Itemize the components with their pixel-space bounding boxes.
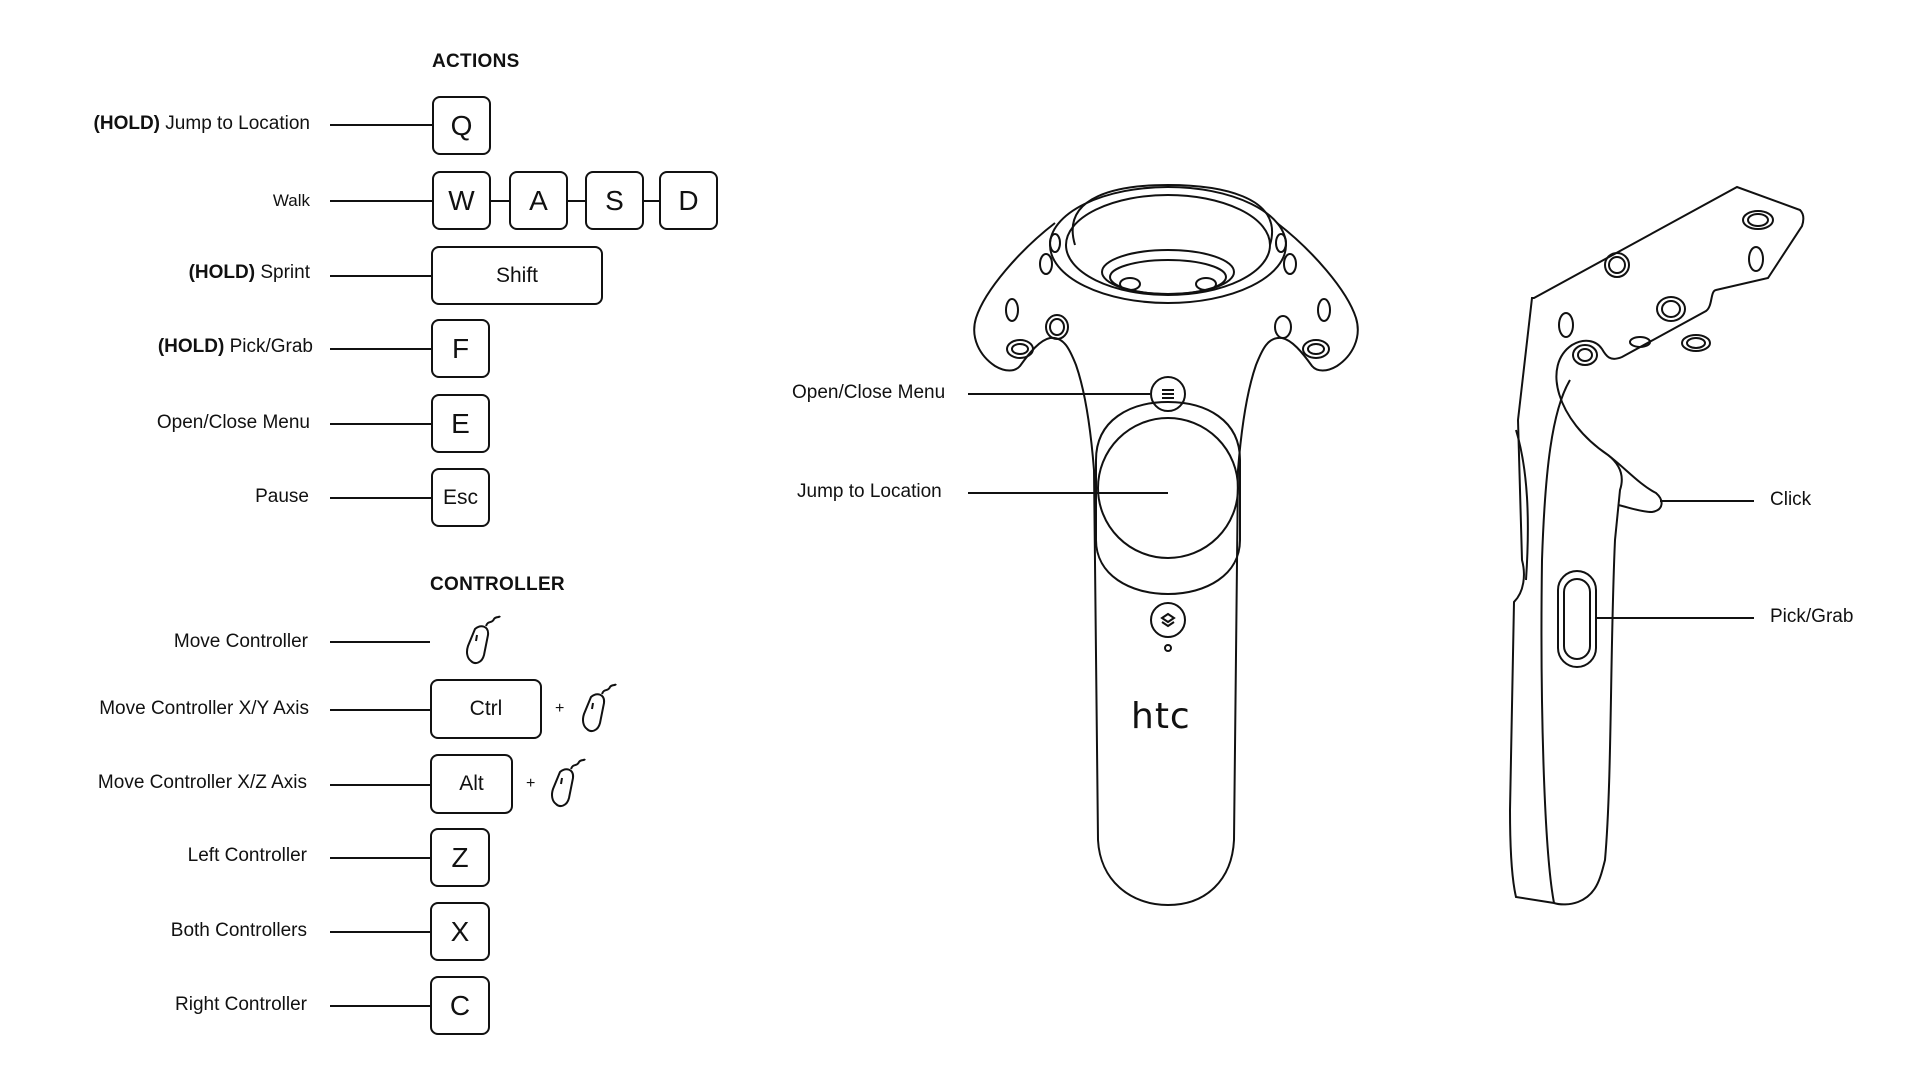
left-controller-label: Left Controller — [187, 845, 307, 866]
hold-prefix: (HOLD) — [188, 262, 256, 283]
key-c: C — [430, 976, 490, 1035]
move-controller-label: Move Controller — [173, 631, 308, 652]
connector-line — [330, 497, 431, 499]
key-esc: Esc — [431, 468, 490, 527]
jump-label: (HOLD) Jump to Location — [94, 113, 310, 135]
connector-line — [330, 857, 430, 859]
key-d: D — [659, 171, 718, 230]
front-trackpad-label: Jump to Location — [797, 481, 942, 502]
key-e: E — [431, 394, 490, 453]
both-controllers-label: Both Controllers — [170, 920, 307, 941]
connector-line — [330, 348, 431, 350]
menu-callout-line — [968, 393, 1150, 395]
grab-label-text: Pick/Grab — [229, 336, 313, 357]
menu-label: Open/Close Menu — [156, 412, 310, 433]
connector-line — [330, 124, 432, 126]
grip-callout-line — [1596, 617, 1754, 619]
plus-sign: + — [526, 775, 536, 792]
sprint-label: (HOLD) Sprint — [189, 262, 310, 284]
grab-label: (HOLD) Pick/Grab — [158, 336, 313, 358]
key-z: Z — [430, 828, 490, 887]
key-s: S — [585, 171, 644, 230]
sprint-label-text: Sprint — [260, 262, 310, 283]
key-f: F — [431, 319, 490, 378]
plus-sign: + — [555, 700, 565, 717]
connector-line — [330, 931, 430, 933]
connector-line — [568, 200, 585, 202]
controller-heading: CONTROLLER — [430, 574, 565, 595]
xy-axis-label: Move Controller X/Y Axis — [99, 698, 309, 719]
mouse-icon — [582, 683, 617, 732]
key-a: A — [509, 171, 568, 230]
connector-line — [330, 709, 430, 711]
connector-line — [330, 1005, 430, 1007]
jump-label-text: Jump to Location — [165, 113, 310, 134]
front-menu-label: Open/Close Menu — [792, 382, 946, 403]
hold-prefix: (HOLD) — [93, 113, 161, 134]
connector-line — [330, 275, 431, 277]
side-grab-label: Pick/Grab — [1770, 606, 1854, 627]
key-w: W — [432, 171, 491, 230]
connector-line — [644, 200, 659, 202]
connector-line — [491, 200, 509, 202]
hold-prefix: (HOLD) — [157, 336, 225, 357]
key-shift: Shift — [431, 246, 603, 305]
actions-heading: ACTIONS — [432, 51, 520, 72]
trackpad-callout-line — [968, 492, 1168, 494]
connector-line — [330, 423, 431, 425]
mouse-icon — [466, 615, 501, 664]
connector-line — [330, 784, 430, 786]
key-alt: Alt — [430, 754, 513, 814]
key-ctrl: Ctrl — [430, 679, 542, 739]
key-x: X — [430, 902, 490, 961]
connector-line — [330, 641, 430, 643]
key-q: Q — [432, 96, 491, 155]
right-controller-label: Right Controller — [175, 994, 307, 1015]
connector-line — [330, 200, 432, 202]
walk-label: Walk — [272, 191, 310, 210]
pause-label: Pause — [255, 486, 309, 507]
htc-logo: htc — [1131, 696, 1191, 737]
xz-axis-label: Move Controller X/Z Axis — [97, 772, 307, 793]
side-click-label: Click — [1770, 489, 1812, 510]
trigger-callout-line — [1660, 500, 1754, 502]
mouse-icon — [551, 758, 586, 807]
